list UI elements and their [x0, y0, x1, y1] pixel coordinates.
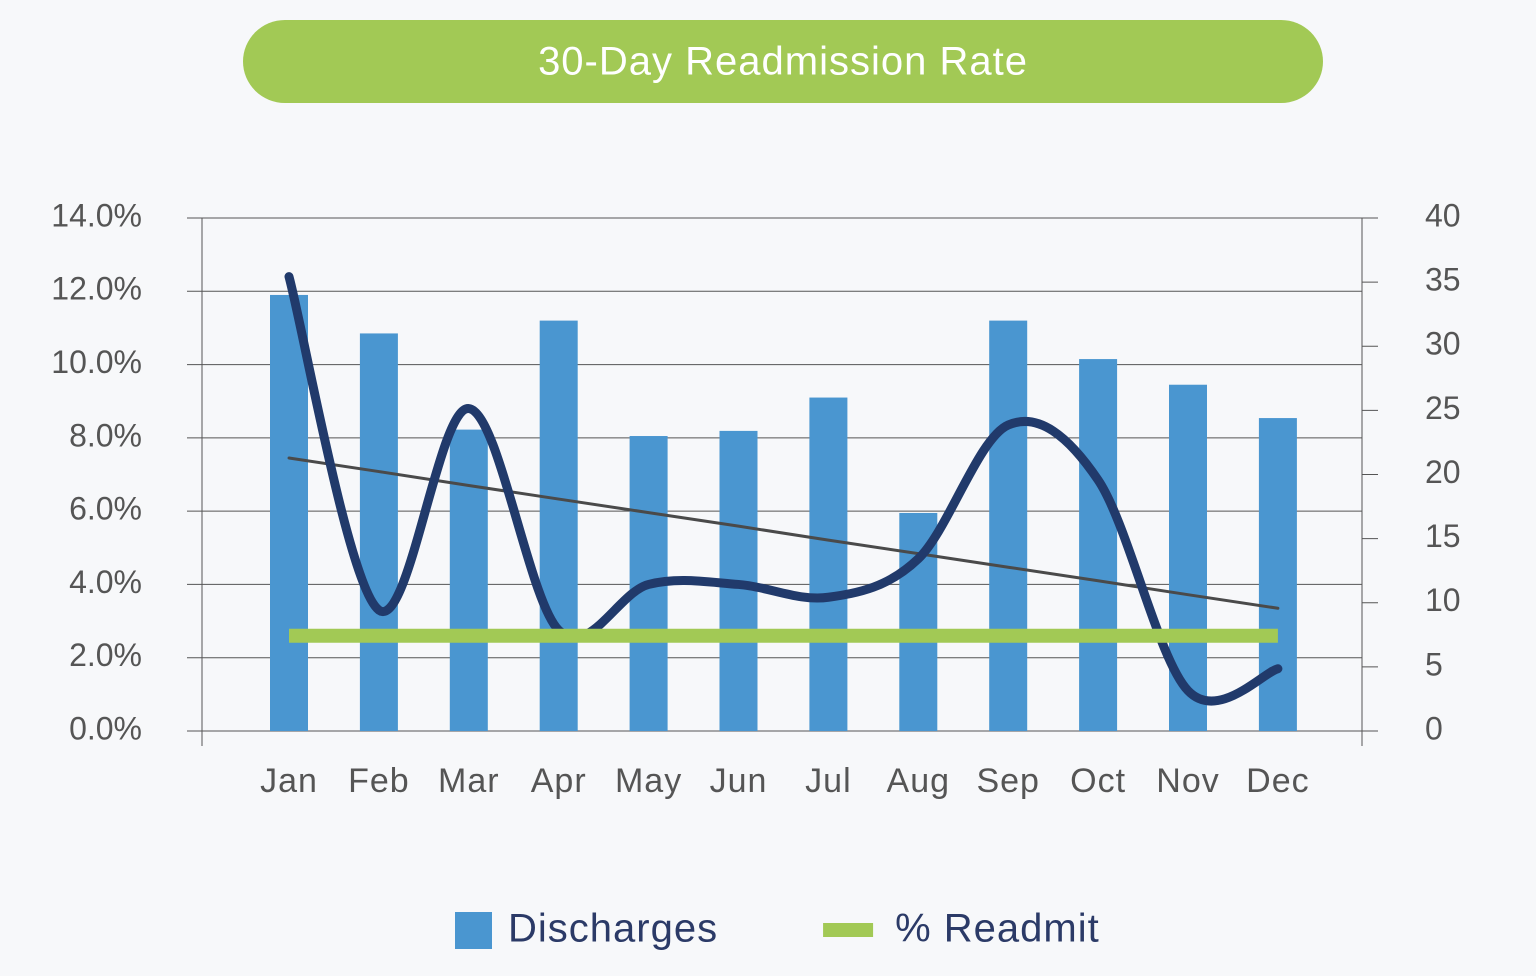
x-tick-label: Jul	[805, 762, 851, 800]
y2-tick-label: 35	[1425, 262, 1461, 298]
y2-tick-label: 15	[1425, 518, 1461, 554]
bar	[809, 397, 848, 731]
y2-tick-label: 30	[1425, 326, 1461, 362]
x-tick-label: Nov	[1156, 762, 1219, 800]
y-tick-label: 2.0%	[69, 637, 142, 673]
chart-title: 30-Day Readmission Rate	[538, 40, 1028, 84]
y-tick-label: 6.0%	[69, 491, 142, 527]
x-tick-label: Jan	[260, 762, 318, 800]
rate-curve	[284, 272, 1283, 706]
bar	[270, 294, 308, 731]
x-tick-label: Sep	[976, 762, 1040, 800]
y-tick-label: 12.0%	[51, 271, 142, 307]
x-tick-label: Aug	[887, 762, 951, 800]
y-tick-label: 8.0%	[69, 417, 142, 453]
y2-tick-label: 40	[1425, 197, 1461, 233]
x-tick-label: Mar	[438, 762, 500, 800]
y2-tick-label: 5	[1425, 646, 1443, 682]
x-tick-label: Feb	[348, 762, 410, 800]
x-tick-label: May	[615, 762, 682, 800]
y2-tick-label: 25	[1425, 390, 1461, 426]
bar	[359, 333, 398, 731]
trend-line	[287, 456, 1280, 610]
bar	[1079, 359, 1118, 731]
y2-tick-label: 10	[1425, 582, 1461, 618]
title-pill	[243, 20, 1323, 103]
bar	[449, 429, 488, 731]
x-tick-label: Oct	[1070, 762, 1126, 800]
x-tick-label: Apr	[531, 762, 587, 800]
bar	[539, 320, 578, 731]
y2-tick-label: 0	[1425, 710, 1443, 746]
y2-tick-label: 20	[1425, 454, 1461, 490]
bar	[989, 320, 1028, 731]
legend-swatch	[455, 912, 492, 949]
legend-label: % Readmit	[895, 907, 1100, 951]
y-tick-label: 14.0%	[51, 197, 142, 233]
legend-swatch	[823, 923, 874, 937]
x-tick-label: Dec	[1246, 762, 1309, 800]
bar	[1258, 418, 1297, 731]
y-tick-label: 4.0%	[69, 564, 142, 600]
y-tick-label: 10.0%	[51, 344, 142, 380]
x-tick-label: Jun	[710, 762, 768, 800]
y-tick-label: 0.0%	[69, 710, 142, 746]
legend-label: Discharges	[508, 907, 718, 951]
